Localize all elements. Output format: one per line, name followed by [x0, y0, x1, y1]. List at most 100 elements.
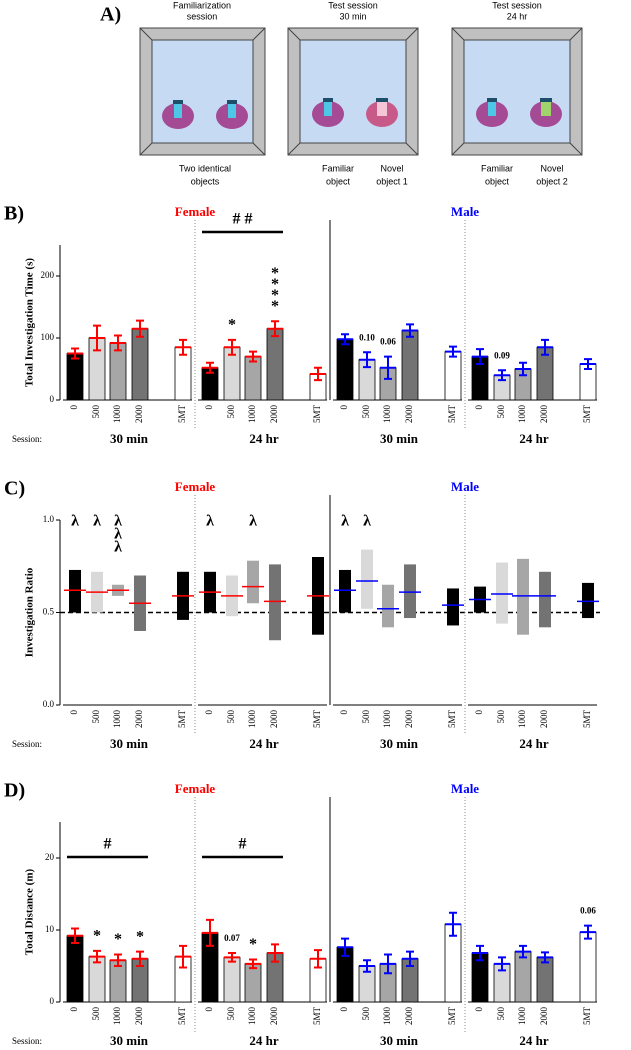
- error-bar: [337, 937, 353, 957]
- range-bar: [247, 560, 259, 604]
- session-prefix: Session:: [12, 434, 42, 444]
- annotation: 0.06: [580, 906, 596, 916]
- x-tick-label: 0: [474, 1007, 484, 1012]
- panel-label: B): [4, 203, 24, 225]
- annotation: λ: [71, 513, 79, 530]
- bar: [266, 328, 284, 401]
- x-tick-label: 2000: [539, 1007, 549, 1026]
- y-tick-label: 0.0: [43, 699, 55, 709]
- error-bar: [380, 953, 396, 975]
- error-bar: [537, 338, 553, 356]
- x-tick-label: 0: [339, 405, 349, 410]
- bar: [336, 338, 354, 401]
- error-bar: [580, 924, 596, 940]
- range-bar: [269, 564, 281, 641]
- error-bar: [580, 358, 596, 370]
- range-bar: [517, 558, 529, 635]
- arena: [451, 27, 583, 156]
- error-bar: [402, 323, 418, 338]
- error-bar: [515, 944, 531, 959]
- annotation: *: [228, 317, 236, 334]
- annotation: 0.10: [359, 332, 375, 342]
- error-bar: [202, 361, 218, 374]
- range-bar: [582, 582, 594, 619]
- x-tick-label: 2000: [539, 710, 549, 729]
- arena-title: 30 min: [339, 11, 366, 21]
- bar: [536, 956, 554, 1003]
- error-bar: [494, 956, 510, 972]
- panel-label: C): [4, 478, 25, 500]
- arena-caption: objects: [191, 176, 220, 186]
- range-bar: [361, 549, 373, 609]
- x-tick-label: 500: [361, 1007, 371, 1021]
- error-bar: [224, 338, 240, 356]
- x-tick-label: 2000: [134, 710, 144, 729]
- x-tick-label: 0: [339, 1007, 349, 1012]
- y-axis-title: Investigation Ratio: [24, 567, 36, 657]
- error-bar: [359, 351, 375, 369]
- arena-caption: Familiar: [481, 163, 513, 173]
- arena-title: 24 hr: [507, 11, 528, 21]
- x-tick-label: 5MT: [447, 404, 457, 423]
- x-tick-label: 0: [69, 710, 79, 715]
- session-label: 24 hr: [249, 431, 278, 446]
- arena-caption: Familiar: [322, 163, 354, 173]
- x-tick-label: 2000: [404, 710, 414, 729]
- error-bar: [472, 348, 488, 366]
- bar: [66, 935, 84, 1003]
- arena-caption: Novel: [540, 163, 563, 173]
- annotation: λ: [341, 513, 349, 530]
- range-bar: [382, 584, 394, 628]
- x-tick-label: 0: [474, 405, 484, 410]
- bar: [579, 931, 597, 1003]
- session-label: 30 min: [380, 736, 419, 751]
- annotation: *: [93, 928, 101, 945]
- x-tick-label: 0: [204, 710, 214, 715]
- arena-caption: Novel: [380, 163, 403, 173]
- arena-diagrams: [139, 27, 583, 156]
- x-tick-label: 1000: [517, 405, 527, 424]
- x-tick-label: 500: [226, 1007, 236, 1021]
- error-bar: [445, 345, 461, 358]
- error-bar: [224, 952, 240, 963]
- annotation: #: [239, 836, 247, 853]
- y-tick-label: 20: [45, 852, 55, 862]
- bar: [244, 356, 262, 401]
- sex-label: Female: [175, 204, 216, 219]
- arena-title: Test session: [328, 0, 378, 10]
- annotation: λ: [363, 513, 371, 530]
- error-bar: [310, 949, 326, 969]
- panel-label: D): [4, 780, 25, 802]
- error-bar: [67, 927, 83, 944]
- sex-label: Female: [175, 479, 216, 494]
- x-tick-label: 5MT: [447, 1006, 457, 1025]
- arena: [287, 27, 419, 156]
- y-axis-title: Total Investigation Time (s): [24, 258, 36, 387]
- session-label: 30 min: [110, 736, 149, 751]
- error-bar: [175, 338, 191, 356]
- x-tick-label: 1000: [112, 1007, 122, 1026]
- x-tick-label: 2000: [404, 1007, 414, 1026]
- error-bar: [245, 350, 261, 363]
- x-tick-label: 1000: [517, 710, 527, 729]
- panel-label: A): [100, 4, 121, 26]
- annotation: λ: [114, 539, 122, 556]
- arena-caption: object 1: [376, 176, 408, 186]
- annotation: # #: [233, 211, 253, 228]
- error-bar: [402, 950, 418, 967]
- x-tick-label: 1000: [382, 405, 392, 424]
- bar: [131, 328, 149, 401]
- x-tick-label: 1000: [247, 710, 257, 729]
- x-tick-label: 5MT: [582, 1006, 592, 1025]
- error-bar: [267, 943, 283, 963]
- x-tick-label: 1000: [112, 405, 122, 424]
- session-label: 24 hr: [519, 736, 548, 751]
- y-tick-label: 0: [50, 394, 55, 404]
- arena-title: session: [187, 11, 218, 21]
- annotation: *: [136, 928, 144, 945]
- error-bar: [515, 361, 531, 377]
- error-bar: [110, 953, 126, 967]
- error-bar: [537, 951, 553, 964]
- y-tick-label: 1.0: [43, 514, 55, 524]
